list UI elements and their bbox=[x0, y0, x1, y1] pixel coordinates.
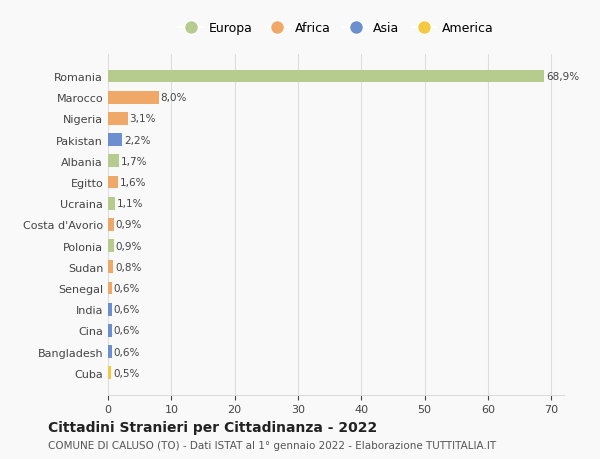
Text: 68,9%: 68,9% bbox=[546, 72, 580, 82]
Bar bbox=[108, 282, 112, 295]
Bar bbox=[108, 367, 111, 379]
Text: 1,1%: 1,1% bbox=[117, 199, 143, 209]
Text: 0,9%: 0,9% bbox=[116, 241, 142, 251]
Bar bbox=[108, 346, 112, 358]
Text: 0,8%: 0,8% bbox=[115, 262, 142, 272]
Bar bbox=[108, 240, 114, 252]
Text: 3,1%: 3,1% bbox=[130, 114, 156, 124]
Text: 2,2%: 2,2% bbox=[124, 135, 151, 146]
Text: 0,5%: 0,5% bbox=[113, 368, 139, 378]
Bar bbox=[108, 218, 114, 231]
Bar bbox=[108, 176, 118, 189]
Bar bbox=[108, 197, 115, 210]
Bar bbox=[108, 303, 112, 316]
Text: 0,6%: 0,6% bbox=[114, 304, 140, 314]
Text: 0,6%: 0,6% bbox=[114, 347, 140, 357]
Text: 1,6%: 1,6% bbox=[120, 178, 146, 188]
Bar bbox=[108, 325, 112, 337]
Bar bbox=[108, 155, 119, 168]
Text: 1,7%: 1,7% bbox=[121, 157, 147, 167]
Text: 0,6%: 0,6% bbox=[114, 283, 140, 293]
Text: 0,9%: 0,9% bbox=[116, 220, 142, 230]
Text: 8,0%: 8,0% bbox=[161, 93, 187, 103]
Text: Cittadini Stranieri per Cittadinanza - 2022: Cittadini Stranieri per Cittadinanza - 2… bbox=[48, 420, 377, 434]
Bar bbox=[108, 113, 128, 125]
Bar bbox=[108, 71, 544, 83]
Legend: Europa, Africa, Asia, America: Europa, Africa, Asia, America bbox=[173, 17, 499, 40]
Bar bbox=[108, 261, 113, 274]
Text: 0,6%: 0,6% bbox=[114, 326, 140, 336]
Text: COMUNE DI CALUSO (TO) - Dati ISTAT al 1° gennaio 2022 - Elaborazione TUTTITALIA.: COMUNE DI CALUSO (TO) - Dati ISTAT al 1°… bbox=[48, 440, 496, 450]
Bar bbox=[108, 92, 158, 104]
Bar bbox=[108, 134, 122, 147]
